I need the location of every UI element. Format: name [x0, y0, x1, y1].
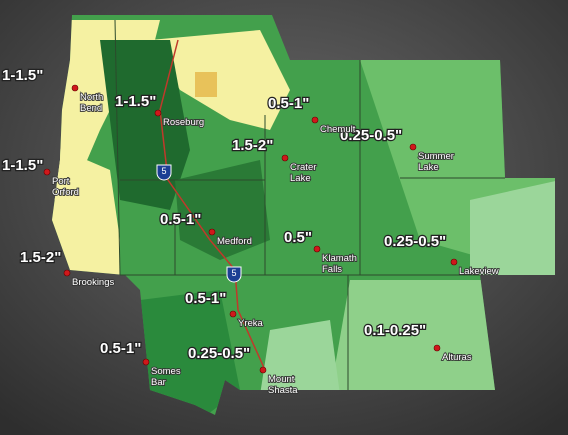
- precip-amount: 1.5-2": [232, 137, 273, 154]
- city-name: Roseburg: [163, 117, 204, 128]
- interstate-shield: 5: [156, 164, 172, 181]
- precip-amount: 0.25-0.5": [188, 345, 250, 362]
- county-lines: [114, 19, 505, 390]
- city-marker: [229, 310, 237, 318]
- city-name: Bend: [80, 103, 102, 114]
- city-name: Yreka: [238, 318, 264, 329]
- precip-amount: 1.5-2": [20, 249, 61, 266]
- precip-amount: 1-1.5": [115, 93, 156, 110]
- city-marker: [311, 116, 319, 124]
- city-marker: [281, 154, 289, 162]
- interstate-shield: 5: [226, 266, 242, 283]
- city-name: Summer: [418, 151, 454, 162]
- labels: 1-1.5" 1-1.5" 1.5-2" 1-1.5" 0.5-1" 0.25-0.5" 1…: [1, 66, 500, 397]
- city-name: Falls: [322, 264, 342, 275]
- precip-amount: 1-1.5": [2, 157, 43, 174]
- precip-amount: 0.5-1": [100, 340, 141, 357]
- precip-amount: 0.1-0.25": [364, 322, 426, 339]
- precip-amount: 0.5-1": [185, 290, 226, 307]
- city-marker: [154, 109, 162, 117]
- precip-amount: 0.25-0.5": [340, 127, 402, 144]
- city-name: Mount: [268, 374, 295, 385]
- precip-amount: 0.25-0.5": [384, 233, 446, 250]
- city-name: Orford: [52, 187, 79, 198]
- precip-amount: 1-1.5": [2, 67, 43, 84]
- city-name: Lake: [418, 162, 439, 173]
- city-name: North: [80, 92, 103, 103]
- city-name: Somes: [151, 366, 181, 377]
- city-name: Klamath: [322, 253, 357, 264]
- city-marker: [142, 358, 150, 366]
- city-name: Lake: [290, 173, 311, 184]
- precip-amount: 0.5-1": [160, 211, 201, 228]
- city-marker: [71, 84, 79, 92]
- city-name: Medford: [217, 236, 252, 247]
- city-name: Shasta: [268, 385, 298, 396]
- city-name: Lakeview: [459, 266, 499, 277]
- shield-label: 5: [161, 166, 166, 176]
- city-name: Bar: [151, 377, 166, 388]
- city-name: Crater: [290, 162, 316, 173]
- city-marker: [450, 258, 458, 266]
- interstate-route: [159, 39, 266, 371]
- city-marker: [433, 344, 441, 352]
- city-name: Alturas: [442, 352, 472, 363]
- city-marker: [259, 366, 267, 374]
- precip-amount: 0.5": [284, 229, 312, 246]
- city-name: Chemult: [320, 124, 356, 135]
- precip-amount: 0.5-1": [268, 95, 309, 112]
- city-name: Brookings: [72, 277, 114, 288]
- shield-label: 5: [231, 268, 236, 278]
- city-marker: [63, 269, 71, 277]
- city-marker: [43, 168, 51, 176]
- city-marker: [313, 245, 321, 253]
- city-marker: [409, 143, 417, 151]
- city-name: Port: [52, 176, 70, 187]
- city-marker: [208, 228, 216, 236]
